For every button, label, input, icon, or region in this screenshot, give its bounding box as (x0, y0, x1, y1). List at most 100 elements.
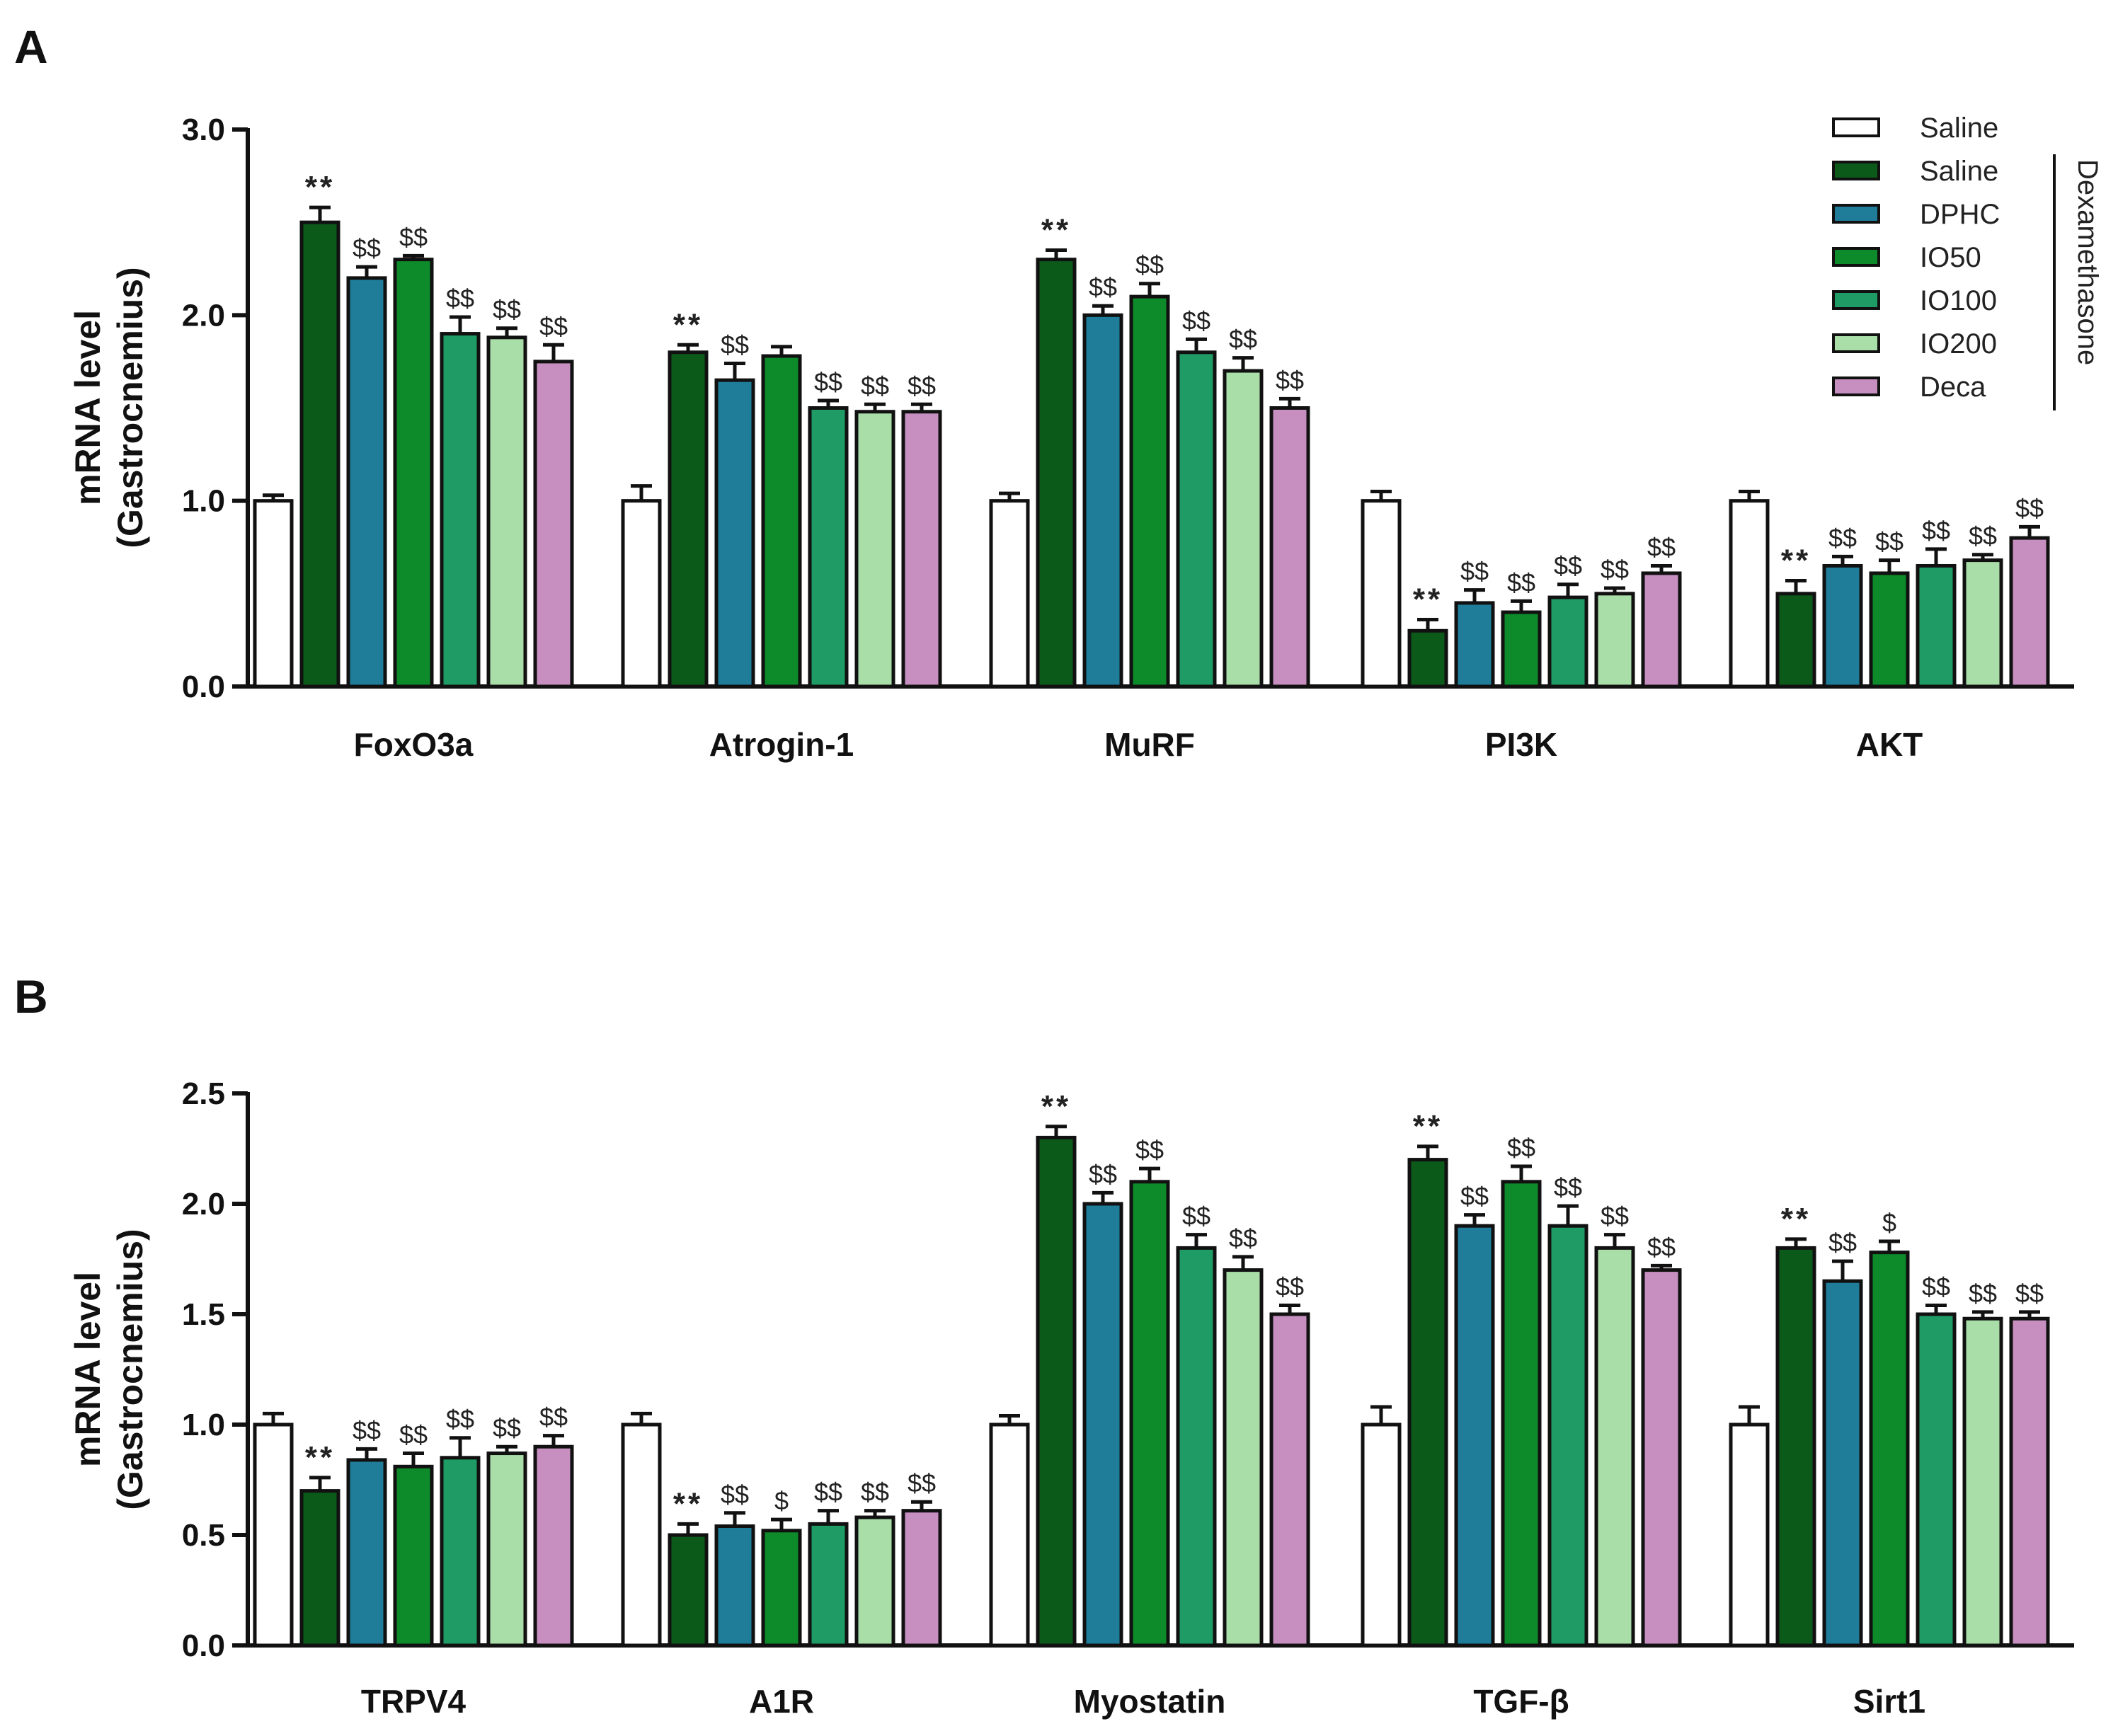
bar (533, 360, 574, 689)
y-tick-label: 0.0 (182, 669, 225, 704)
legend-label: IO50 (1920, 242, 1981, 273)
category-label: MuRF (1104, 726, 1195, 763)
significance-label: $$ (1460, 557, 1489, 586)
category-label: FoxO3a (354, 726, 474, 763)
y-axis-title-line1: mRNA level (68, 1272, 108, 1467)
bar (1082, 1202, 1123, 1648)
bar (253, 1422, 294, 1648)
significance-label: $$ (2015, 1279, 2044, 1308)
y-tick-label: 1.0 (182, 484, 225, 519)
legend-label: IO200 (1920, 328, 1997, 360)
bar (1916, 563, 1957, 689)
significance-label: ** (1413, 582, 1443, 617)
significance-label: $$ (1601, 1202, 1629, 1231)
bar (854, 1515, 895, 1648)
bar (1176, 350, 1217, 689)
significance-label: $$ (1969, 1279, 1997, 1308)
significance-label: ** (305, 170, 335, 205)
bar (1547, 595, 1588, 689)
significance-label: $$ (1922, 516, 1950, 545)
bar (1454, 1224, 1495, 1648)
significance-label: $$ (861, 1478, 889, 1507)
bar (299, 1489, 340, 1648)
bar (621, 1422, 662, 1648)
bar (346, 276, 387, 689)
significance-label: $$ (399, 222, 428, 251)
significance-label: $$ (1828, 523, 1857, 552)
significance-label: $ (1882, 1208, 1896, 1237)
significance-label: $$ (353, 1415, 381, 1444)
bar (1729, 1422, 1770, 1648)
bar (440, 1456, 481, 1648)
legend-swatch (1832, 204, 1880, 224)
bar (854, 410, 895, 689)
significance-label: $$ (1276, 365, 1304, 394)
significance-label: $$ (1601, 555, 1629, 584)
bar (1729, 499, 1770, 689)
category-label: PI3K (1485, 726, 1557, 763)
significance-label: ** (1781, 1202, 1811, 1236)
y-axis-title-line2: (Gastrocnemius) (110, 1229, 150, 1510)
bar (1822, 563, 1863, 689)
bar (486, 335, 527, 689)
bar (761, 354, 802, 689)
significance-label: $$ (1276, 1272, 1304, 1301)
bar (2009, 536, 2050, 689)
significance-label: $$ (539, 311, 568, 340)
legend-label: IO100 (1920, 285, 1997, 316)
bar (668, 350, 709, 689)
legend-swatch (1832, 290, 1880, 310)
significance-label: $$ (1182, 1202, 1210, 1231)
bar (808, 1522, 849, 1648)
legend: Saline Saline DPHC IO50 IO100 IO200 Deca Dexame… (1832, 113, 2103, 410)
bar (1036, 258, 1077, 689)
y-tick-label: 1.0 (182, 1408, 225, 1442)
bar (1775, 1246, 1816, 1648)
significance-label: $$ (1089, 272, 1117, 301)
bar (1547, 1224, 1588, 1648)
y-axis-title: mRNA level(Gastrocnemius) (68, 1229, 150, 1510)
bar (346, 1458, 387, 1648)
significance-label: $$ (908, 371, 936, 400)
significance-label: $$ (493, 295, 521, 324)
significance-label: $$ (721, 1480, 749, 1509)
chart-panel-a: 0.0 1.0 2.0 3.0 mRNA level(Gastrocnemius) ** $… (68, 113, 2074, 763)
bar (393, 258, 434, 689)
bar (1129, 1180, 1170, 1648)
category-label: TGF-β (1473, 1683, 1569, 1720)
significance-label: $$ (539, 1403, 568, 1432)
significance-label: $$ (1647, 532, 1676, 561)
legend-swatch (1832, 376, 1880, 396)
bar (901, 1509, 942, 1648)
significance-label: ** (305, 1440, 335, 1475)
significance-label: $$ (814, 1478, 842, 1507)
bar (1916, 1312, 1957, 1648)
significance-label: $$ (1229, 1224, 1257, 1253)
significance-label: $$ (1089, 1159, 1117, 1188)
bar (486, 1452, 527, 1648)
significance-label: $$ (1135, 251, 1164, 280)
legend-swatch (1832, 161, 1880, 180)
significance-label: $$ (1135, 1135, 1164, 1164)
y-axis-title-line2: (Gastrocnemius) (110, 267, 150, 548)
bar (253, 499, 294, 689)
y-tick-label: 1.5 (182, 1297, 225, 1332)
significance-label: $$ (1969, 522, 1997, 551)
bar (1361, 1422, 1402, 1648)
y-tick-label: 2.0 (182, 1187, 225, 1221)
y-tick-label: 0.5 (182, 1518, 225, 1553)
bar (1407, 1158, 1448, 1648)
bar (1501, 1180, 1542, 1648)
significance-label: $$ (908, 1468, 936, 1498)
bar (440, 332, 481, 689)
bar (761, 1529, 802, 1648)
significance-label: $$ (1647, 1232, 1676, 1261)
bar (1501, 610, 1542, 689)
significance-label: $$ (1229, 325, 1257, 354)
bar (1176, 1246, 1217, 1648)
bar (1775, 592, 1816, 689)
significance-label: ** (1041, 1089, 1071, 1124)
panel-label-a: A (14, 21, 48, 73)
y-tick-label: 3.0 (182, 113, 225, 147)
bar (1641, 571, 1682, 689)
